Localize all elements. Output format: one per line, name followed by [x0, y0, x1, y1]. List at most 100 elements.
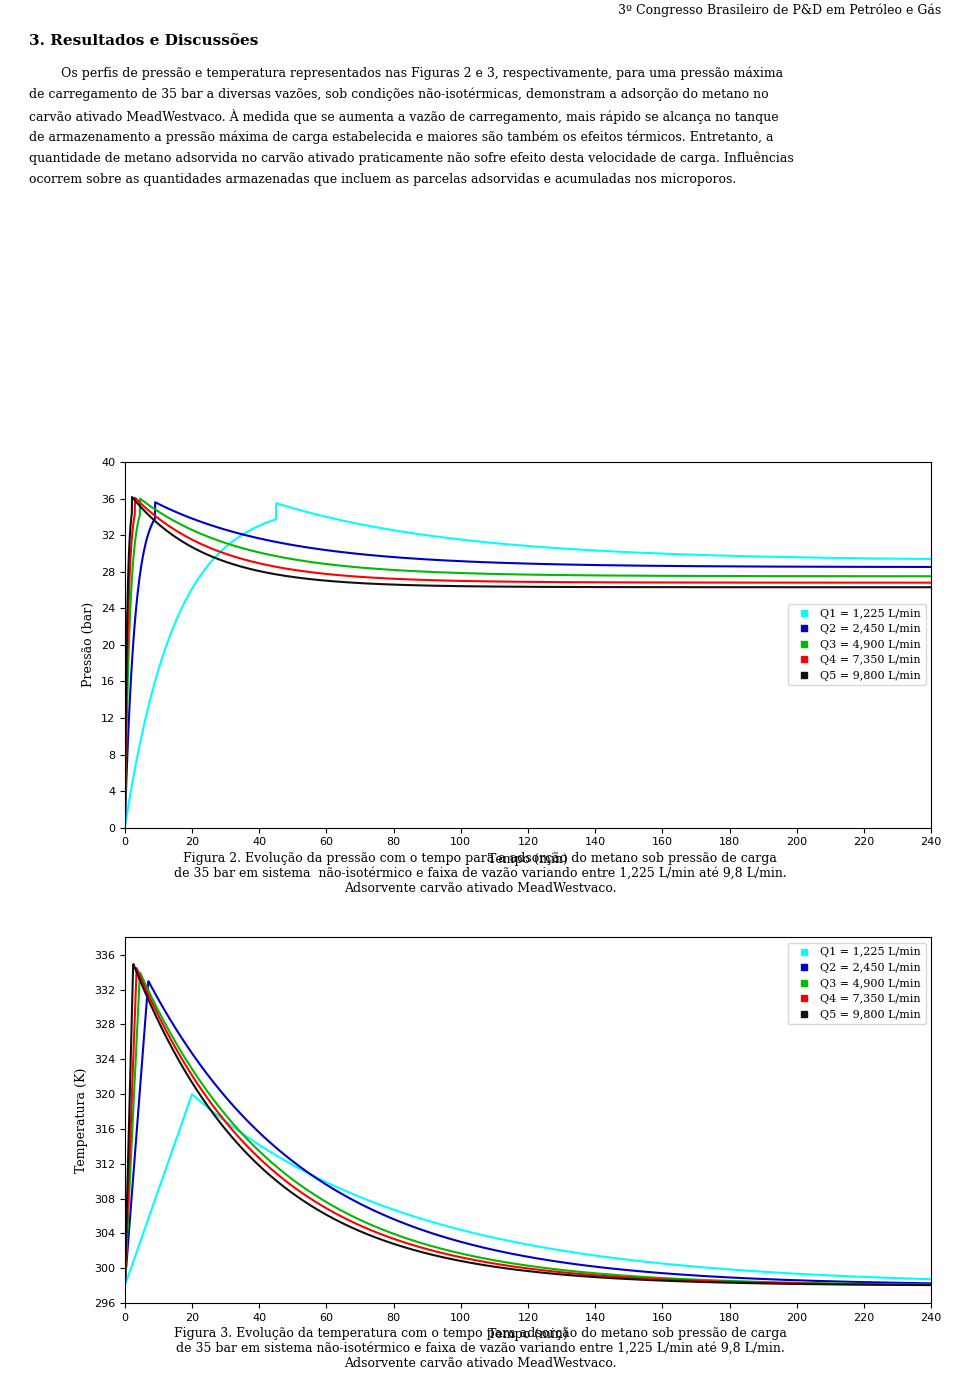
Q2 = 2,450 L/min — [910, 1274, 922, 1291]
Q5 = 9,800 L/min — [925, 579, 937, 596]
Q3 = 4,900 L/min — [211, 532, 223, 549]
Q3 = 4,900 L/min — [464, 565, 475, 582]
Q3 = 4,900 L/min — [428, 564, 440, 581]
Q3 = 4,900 L/min — [259, 546, 271, 563]
Y-axis label: Temperatura (K): Temperatura (K) — [75, 1067, 88, 1174]
Q4 = 7,350 L/min — [211, 542, 223, 558]
Q5 = 9,800 L/min — [259, 1162, 271, 1179]
Q2 = 2,450 L/min — [428, 552, 440, 568]
Q4 = 7,350 L/min — [259, 1156, 271, 1172]
Q1 = 1,225 L/min — [925, 550, 937, 567]
Q4 = 7,350 L/min — [910, 1277, 922, 1294]
Q1 = 1,225 L/min — [925, 1271, 937, 1288]
Q1 = 1,225 L/min — [428, 528, 440, 545]
Line: Q3 = 4,900 L/min: Q3 = 4,900 L/min — [125, 499, 931, 827]
Q2 = 2,450 L/min — [259, 1129, 271, 1146]
Q5 = 9,800 L/min — [119, 819, 131, 836]
Q3 = 4,900 L/min — [119, 819, 131, 836]
Q5 = 9,800 L/min — [127, 488, 138, 505]
Text: carvão ativado MeadWestvaco. À medida que se aumenta a vazão de carregamento, ma: carvão ativado MeadWestvaco. À medida qu… — [29, 109, 779, 124]
Q1 = 1,225 L/min — [119, 819, 131, 836]
Q2 = 2,450 L/min — [428, 1226, 440, 1242]
Text: 3. Resultados e Discussões: 3. Resultados e Discussões — [29, 34, 258, 48]
Q5 = 9,800 L/min — [464, 1255, 475, 1271]
Q4 = 7,350 L/min — [464, 1251, 475, 1267]
Q4 = 7,350 L/min — [428, 1242, 440, 1259]
Q1 = 1,225 L/min — [259, 1140, 271, 1157]
Q5 = 9,800 L/min — [925, 1277, 937, 1294]
Q2 = 2,450 L/min — [823, 1273, 834, 1289]
Q3 = 4,900 L/min — [134, 964, 146, 980]
Q3 = 4,900 L/min — [119, 1277, 131, 1294]
Q1 = 1,225 L/min — [186, 1085, 198, 1102]
Q2 = 2,450 L/min — [925, 1276, 937, 1292]
Q1 = 1,225 L/min — [823, 1267, 834, 1284]
Q5 = 9,800 L/min — [211, 550, 223, 567]
Q5 = 9,800 L/min — [428, 578, 440, 594]
X-axis label: Tempo (min): Tempo (min) — [488, 854, 568, 866]
Q5 = 9,800 L/min — [211, 1110, 223, 1127]
Q5 = 9,800 L/min — [128, 956, 139, 972]
Text: 3º Congresso Brasileiro de P&D em Petróleo e Gás: 3º Congresso Brasileiro de P&D em Petról… — [617, 3, 941, 17]
Q3 = 4,900 L/min — [259, 1149, 271, 1165]
Line: Q2 = 2,450 L/min: Q2 = 2,450 L/min — [125, 982, 931, 1285]
Q2 = 2,450 L/min — [464, 553, 475, 570]
Y-axis label: Pressão (bar): Pressão (bar) — [83, 603, 95, 687]
Q4 = 7,350 L/min — [823, 1276, 834, 1292]
Line: Q2 = 2,450 L/min: Q2 = 2,450 L/min — [125, 502, 931, 827]
Line: Q4 = 7,350 L/min: Q4 = 7,350 L/min — [125, 498, 931, 827]
Q3 = 4,900 L/min — [464, 1247, 475, 1263]
Q3 = 4,900 L/min — [134, 491, 146, 507]
Q3 = 4,900 L/min — [925, 1277, 937, 1294]
Q4 = 7,350 L/min — [259, 556, 271, 572]
Q2 = 2,450 L/min — [119, 819, 131, 836]
Q1 = 1,225 L/min — [259, 516, 271, 532]
Q3 = 4,900 L/min — [428, 1238, 440, 1255]
Text: ocorrem sobre as quantidades armazenadas que incluem as parcelas adsorvidas e ac: ocorrem sobre as quantidades armazenadas… — [29, 174, 736, 186]
Q4 = 7,350 L/min — [910, 575, 922, 592]
Q5 = 9,800 L/min — [428, 1247, 440, 1263]
Q5 = 9,800 L/min — [910, 579, 922, 596]
Q2 = 2,450 L/min — [925, 558, 937, 575]
Q4 = 7,350 L/min — [130, 490, 141, 506]
Q4 = 7,350 L/min — [464, 572, 475, 589]
Q2 = 2,450 L/min — [150, 494, 161, 510]
Q1 = 1,225 L/min — [464, 532, 475, 549]
Q5 = 9,800 L/min — [823, 1276, 834, 1292]
Q2 = 2,450 L/min — [211, 1078, 223, 1095]
Line: Q1 = 1,225 L/min: Q1 = 1,225 L/min — [125, 503, 931, 827]
Q1 = 1,225 L/min — [464, 1223, 475, 1240]
Q1 = 1,225 L/min — [211, 1106, 223, 1123]
Q1 = 1,225 L/min — [428, 1215, 440, 1231]
Q2 = 2,450 L/min — [119, 1277, 131, 1294]
Q5 = 9,800 L/min — [464, 578, 475, 594]
Q1 = 1,225 L/min — [823, 550, 834, 567]
Q3 = 4,900 L/min — [823, 568, 834, 585]
Legend: Q1 = 1,225 L/min, Q2 = 2,450 L/min, Q3 = 4,900 L/min, Q4 = 7,350 L/min, Q5 = 9,8: Q1 = 1,225 L/min, Q2 = 2,450 L/min, Q3 =… — [788, 943, 925, 1025]
Line: Q5 = 9,800 L/min: Q5 = 9,800 L/min — [125, 964, 931, 1285]
Q4 = 7,350 L/min — [823, 575, 834, 592]
Q3 = 4,900 L/min — [211, 1096, 223, 1113]
Q1 = 1,225 L/min — [119, 1277, 131, 1294]
Q2 = 2,450 L/min — [259, 531, 271, 547]
Q5 = 9,800 L/min — [259, 564, 271, 581]
Q2 = 2,450 L/min — [464, 1236, 475, 1252]
Line: Q1 = 1,225 L/min: Q1 = 1,225 L/min — [125, 1094, 931, 1285]
Q5 = 9,800 L/min — [823, 579, 834, 596]
Q4 = 7,350 L/min — [925, 1277, 937, 1294]
Q2 = 2,450 L/min — [823, 558, 834, 575]
Q4 = 7,350 L/min — [119, 819, 131, 836]
Q3 = 4,900 L/min — [910, 1276, 922, 1292]
Q4 = 7,350 L/min — [119, 1277, 131, 1294]
Text: de armazenamento a pressão máxima de carga estabelecida e maiores são também os : de armazenamento a pressão máxima de car… — [29, 130, 774, 143]
Q4 = 7,350 L/min — [428, 572, 440, 589]
Line: Q4 = 7,350 L/min: Q4 = 7,350 L/min — [125, 968, 931, 1285]
Q5 = 9,800 L/min — [910, 1277, 922, 1294]
Text: Os perfis de pressão e temperatura representados nas Figuras 2 e 3, respectivame: Os perfis de pressão e temperatura repre… — [29, 66, 783, 80]
Line: Q3 = 4,900 L/min: Q3 = 4,900 L/min — [125, 972, 931, 1285]
Text: Figura 3. Evolução da temperatura com o tempo para adsorção do metano sob pressã: Figura 3. Evolução da temperatura com o … — [174, 1327, 786, 1369]
Q1 = 1,225 L/min — [211, 547, 223, 564]
Text: Figura 2. Evolução da pressão com o tempo para a adsorção do metano sob pressão : Figura 2. Evolução da pressão com o temp… — [174, 852, 786, 895]
Q3 = 4,900 L/min — [910, 568, 922, 585]
Q2 = 2,450 L/min — [143, 974, 155, 990]
